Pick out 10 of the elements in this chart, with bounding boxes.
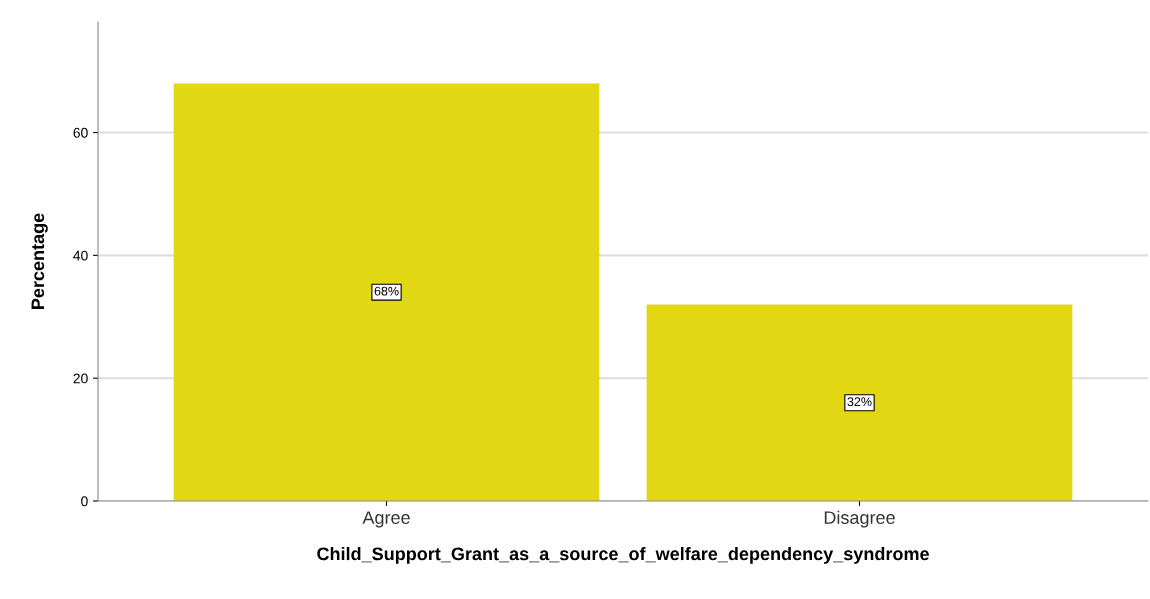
y-axis-title: Percentage	[31, 213, 48, 309]
data-label: 32%	[847, 397, 872, 407]
x-tick-label: Agree	[362, 511, 410, 528]
y-tick-label: 60	[73, 127, 88, 138]
y-tick-label: 20	[73, 373, 88, 384]
data-label: 68%	[374, 286, 399, 296]
x-tick-label: Disagree	[824, 510, 895, 528]
y-tick-label: 0	[81, 496, 88, 507]
y-tick-label: 40	[73, 250, 88, 261]
x-axis-title: Child_Support_Grant_as_a_source_of_welfare_dependency_syndrome	[317, 547, 929, 564]
